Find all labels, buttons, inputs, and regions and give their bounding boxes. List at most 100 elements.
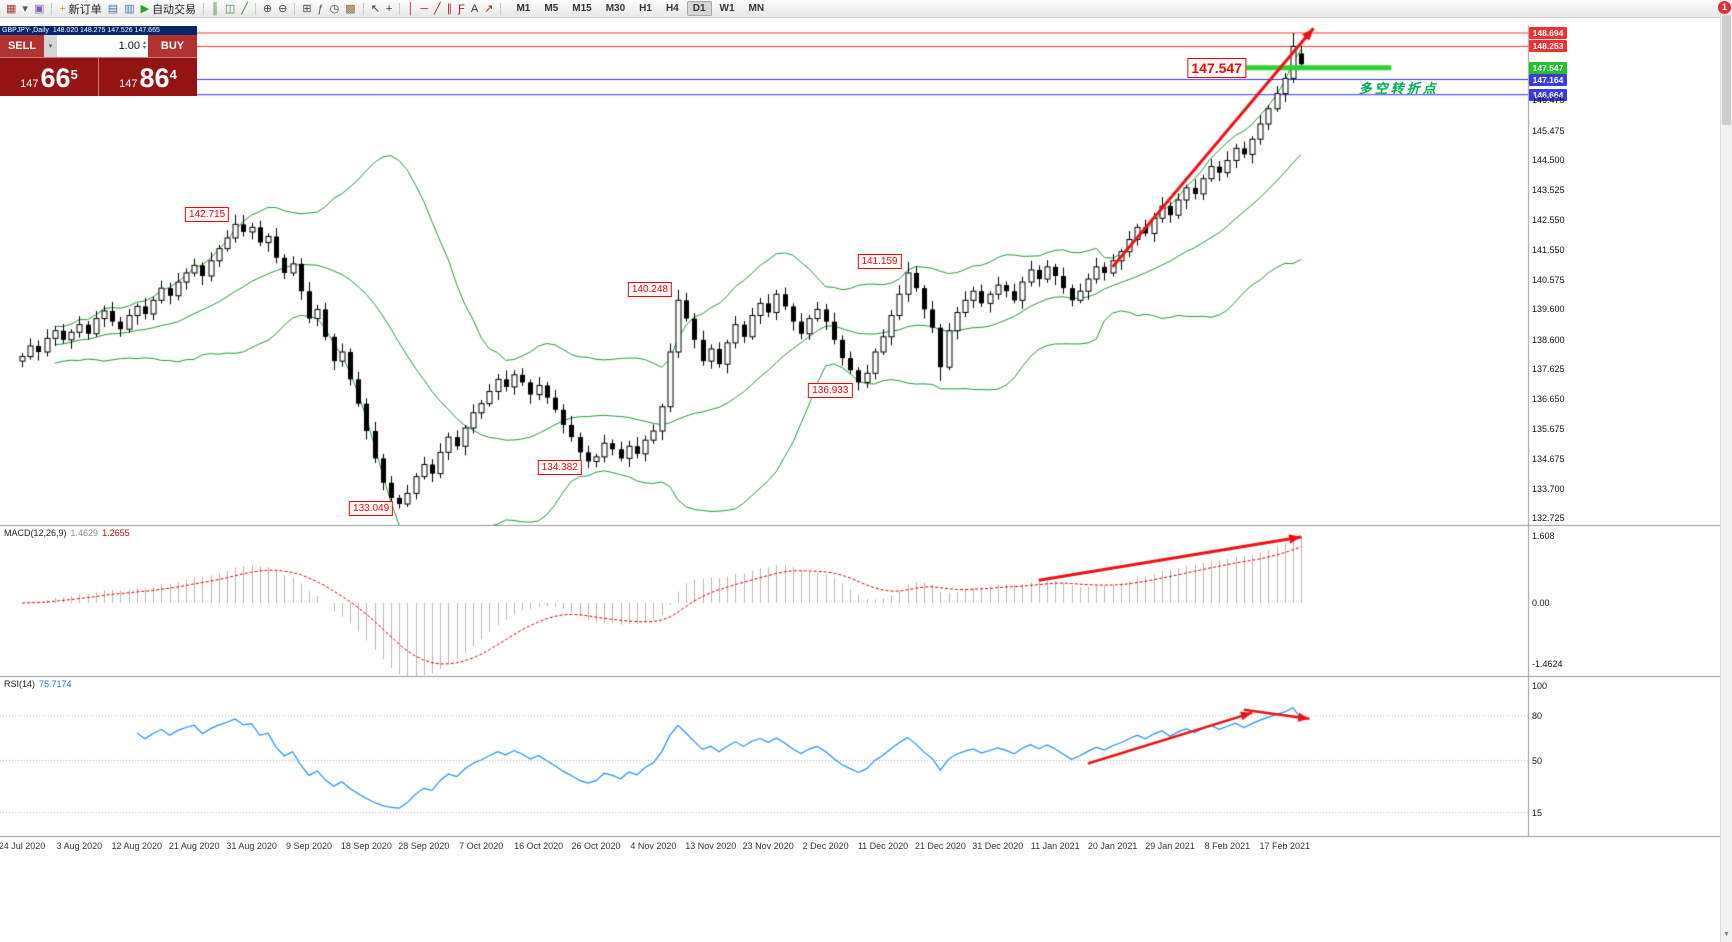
date-axis-label: 21 Dec 2020 [914, 841, 966, 851]
price-tag: 147.164 [1529, 73, 1567, 86]
trade-prices-row: 147 66 5 147 86 4 [0, 57, 197, 96]
spinner-down-icon[interactable]: ▾ [142, 45, 146, 51]
terminal-icon: ▥ [124, 2, 135, 15]
arrows-button[interactable]: ↗ [481, 1, 496, 17]
chart-dropdown-button[interactable]: ▾ [19, 1, 31, 17]
vertical-line-icon: │ [407, 2, 415, 15]
buy-price-display[interactable]: 147 86 4 [99, 58, 197, 96]
timeframe-m15-button[interactable]: M15 [572, 3, 592, 14]
vertical-line-button[interactable]: │ [404, 1, 417, 17]
price-label-annotation: 147.547 [1187, 57, 1246, 78]
sell-price-display[interactable]: 147 66 5 [0, 58, 99, 96]
sell-price-point: 5 [70, 67, 78, 82]
price-axis-label: 146.475 [1532, 95, 1565, 106]
timeframe-h4-button[interactable]: H4 [665, 3, 679, 14]
price-axis-label: 141.550 [1532, 245, 1565, 256]
indicators-icon: ƒ [317, 2, 324, 15]
macd-value: 1.4629 [70, 528, 99, 538]
timeframe-w1-button[interactable]: W1 [719, 3, 735, 14]
toolbar-separator [203, 2, 205, 15]
autotrade-label: 自动交易 [152, 3, 197, 16]
buy-button[interactable]: BUY [148, 35, 197, 57]
price-axis-label: 143.525 [1532, 185, 1565, 196]
price-axis-label: 140.575 [1532, 274, 1565, 285]
price-label-annotation: 136.933 [808, 382, 853, 398]
trade-options-button[interactable]: ▾ [44, 35, 57, 57]
price-axis-label: 137.625 [1532, 364, 1565, 375]
toolbar-separator [362, 2, 364, 15]
toolbar-separator [399, 2, 401, 15]
price-label-annotation: 134.382 [537, 460, 582, 476]
volume-spinner: ▴ ▾ [142, 40, 146, 51]
chart-title-bar: GBPJPY-,Daily 148.020 148.275 147.526 14… [0, 26, 197, 35]
timeframe-d1-button[interactable]: D1 [686, 1, 712, 16]
text-button[interactable]: A [468, 1, 481, 17]
market-watch-icon: ▤ [107, 2, 119, 15]
autotrade-button[interactable]: ▶ 自动交易 [138, 1, 199, 17]
price-label-annotation: 133.049 [349, 500, 394, 516]
equidistant-channel-button[interactable]: ∥ [444, 1, 456, 17]
period-button[interactable]: ◷ [327, 1, 343, 17]
tile-windows-button[interactable]: ⊞ [299, 1, 314, 17]
indicators-button[interactable]: ƒ [315, 1, 327, 17]
price-axis-label: 145.475 [1532, 125, 1565, 136]
macd-indicator-label: MACD(12,26,9) 1.4629 1.2655 [4, 528, 130, 538]
timeframe-m30-button[interactable]: M30 [605, 3, 626, 14]
price-label-annotation: 141.159 [857, 254, 902, 270]
rsi-axis-label: 100 [1532, 681, 1548, 691]
templates-icon: ▩ [345, 2, 356, 15]
date-axis-label: 20 Jan 2021 [1087, 841, 1138, 851]
candle-chart-type-button[interactable]: ◫ [222, 1, 238, 17]
zoom-out-button[interactable]: ⊖ [275, 1, 290, 17]
vertical-scrollbar[interactable]: ▲ ▼ [1720, 0, 1732, 942]
ohlc-values: 148.020 148.275 147.526 147.665 [52, 27, 160, 34]
date-axis-label: 11 Jan 2021 [1030, 841, 1080, 851]
templates-button[interactable]: ▩ [342, 1, 358, 17]
one-click-trading-panel: SELL ▾ 1.00 ▴ ▾ BUY 147 66 5 147 86 [0, 35, 197, 96]
terminal-button[interactable]: ▥ [121, 1, 137, 17]
date-axis-label: 13 Nov 2020 [685, 841, 737, 851]
fibonacci-button[interactable]: Ƒ [455, 1, 468, 17]
cursor-button[interactable]: ↖ [368, 1, 383, 17]
scrollbar-thumb[interactable] [1722, 15, 1731, 125]
new-chart-button[interactable]: ▦ [3, 1, 19, 17]
crosshair-icon: + [385, 2, 393, 15]
trendline-button[interactable]: ╱ [431, 1, 444, 17]
scroll-down-icon[interactable]: ▼ [1723, 931, 1730, 938]
date-axis-label: 3 Aug 2020 [56, 841, 103, 851]
bar-chart-type-button[interactable]: ║ [208, 1, 222, 17]
new-chart-icon: ▦ [6, 2, 17, 15]
date-axis-label: 8 Feb 2021 [1204, 841, 1251, 851]
sell-price-prefix: 147 [20, 78, 39, 90]
zoom-in-button[interactable]: ⊕ [260, 1, 275, 17]
horizontal-line-button[interactable]: ─ [417, 1, 431, 17]
timeframe-mn-button[interactable]: MN [748, 3, 765, 14]
date-axis-label: 16 Oct 2020 [514, 841, 564, 851]
toolbar-separator [51, 2, 53, 15]
new-order-label: 新订单 [68, 3, 102, 16]
line-chart-type-icon: ╱ [241, 2, 248, 15]
profiles-button[interactable]: ▣ [31, 1, 47, 17]
buy-price-pips: 86 [139, 63, 170, 93]
date-axis-label: 11 Dec 2020 [857, 841, 909, 851]
date-axis-label: 24 Jul 2020 [0, 841, 46, 851]
toolbar: ▦ ▾ ▣ + 新订单 ▤ ▥ ▶ 自动交易 ║ ◫ ╱ ⊕ ⊖ ⊞ ƒ ◷ ▩ ↖ + │ ─ ╱ ∥ Ƒ A ↗ M1 M5 M15… [0, 0, 1720, 18]
timeframe-m1-button[interactable]: M1 [516, 3, 531, 14]
rsi-title-text: RSI(14) [4, 679, 36, 689]
notification-badge[interactable]: 1 [1718, 1, 1731, 14]
sell-button[interactable]: SELL [0, 35, 44, 57]
market-watch-button[interactable]: ▤ [105, 1, 121, 17]
price-axis-label: 136.650 [1532, 394, 1565, 405]
line-chart-type-button[interactable]: ╱ [238, 1, 251, 17]
spinner-up-icon[interactable]: ▴ [142, 40, 146, 46]
price-axis-label: 144.500 [1532, 155, 1565, 166]
crosshair-button[interactable]: + [383, 1, 395, 17]
price-axis-label: 139.600 [1532, 304, 1565, 315]
new-order-button[interactable]: + 新订单 [56, 1, 104, 17]
volume-input[interactable]: 1.00 ▴ ▾ [57, 35, 148, 57]
timeframe-m5-button[interactable]: M5 [544, 3, 559, 14]
note-text: 多空转折点 [1358, 81, 1439, 96]
timeframe-h1-button[interactable]: H1 [639, 3, 652, 14]
